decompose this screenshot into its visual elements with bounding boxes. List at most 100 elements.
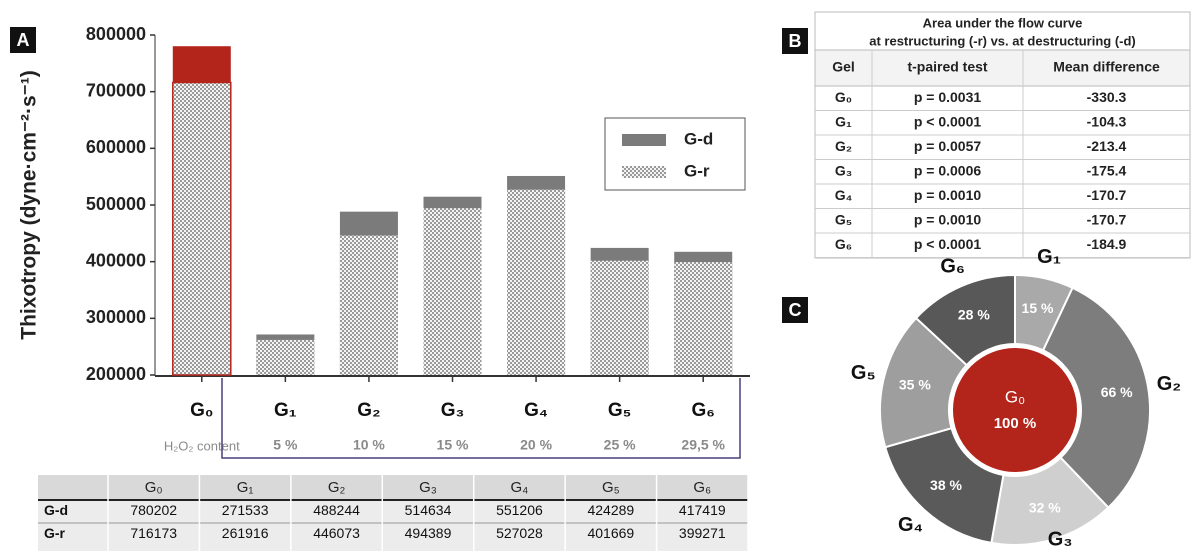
table-cell: p = 0.0057 (914, 138, 982, 154)
table-cell: p = 0.0031 (914, 89, 982, 105)
table-cell: G₄ (835, 187, 853, 203)
slice-label: G₄ (898, 514, 923, 536)
slice-label: G₂ (1157, 373, 1181, 395)
table-cell: -213.4 (1087, 138, 1127, 154)
legend-box (604, 117, 746, 191)
h2o2-content: 20 % (520, 437, 552, 453)
slice-label: G₅ (851, 362, 876, 384)
slice-label: G₃ (1048, 528, 1073, 550)
center-value-label: 100 % (994, 415, 1037, 432)
table-cell: 271533 (222, 502, 269, 518)
table-header: G₁ (237, 479, 254, 496)
table-title: at restructuring (-r) vs. at destructuri… (869, 33, 1136, 48)
h2o2-content: 5 % (273, 437, 298, 453)
y-tick-label: 400000 (86, 250, 146, 270)
legend-swatch (622, 166, 666, 178)
table-cell: 424289 (587, 502, 634, 518)
panel-label-box (782, 28, 808, 54)
x-tick-label: G₂ (357, 400, 380, 421)
y-tick-label: 200000 (86, 364, 146, 384)
table-cell: G₆ (835, 236, 852, 252)
table-cell: 417419 (679, 502, 726, 518)
table-cell: -170.7 (1087, 211, 1127, 227)
pie-center (949, 344, 1081, 476)
table-cell: 494389 (405, 525, 452, 541)
h2o2-label: H₂O₂ content (164, 438, 240, 453)
table-header: G₄ (511, 479, 529, 496)
x-tick-label: G₀ (190, 400, 213, 421)
table-header: t-paired test (907, 59, 987, 75)
table-row-head: G-r (44, 525, 66, 541)
table-cell: p = 0.0010 (914, 187, 982, 203)
table-cell: -330.3 (1087, 89, 1127, 105)
slice-value-label: 35 % (899, 377, 931, 393)
panel-label-box (10, 27, 36, 53)
table-header-bg (814, 49, 1191, 87)
table-cell: p = 0.0006 (914, 162, 982, 178)
table-title: Area under the flow curve (923, 15, 1083, 30)
h2o2-content: 15 % (437, 437, 469, 453)
y-tick-label: 600000 (86, 137, 146, 157)
bar (423, 208, 482, 375)
table-cell: G₀ (835, 89, 852, 105)
slice-value-label: 15 % (1022, 300, 1054, 316)
panel-label: B (789, 31, 802, 51)
bar (674, 262, 733, 375)
slice-value-label: 32 % (1029, 499, 1061, 515)
table-cell: 401669 (587, 525, 634, 541)
table-cell: p = 0.0010 (914, 211, 982, 227)
bar (590, 260, 649, 375)
panel-label: C (789, 300, 802, 320)
table-header: G₅ (602, 479, 620, 496)
y-tick-label: 500000 (86, 194, 146, 214)
table-cell: 261916 (222, 525, 269, 541)
table-header: G₃ (419, 479, 437, 496)
x-tick-label: G₅ (608, 400, 632, 421)
table-cell: 488244 (313, 502, 360, 518)
x-tick-label: G₃ (441, 400, 465, 421)
table-cell: 514634 (405, 502, 452, 518)
legend-swatch (622, 134, 666, 146)
panel-label: A (17, 30, 30, 50)
bar (256, 339, 315, 375)
table-cell: -104.3 (1087, 113, 1127, 129)
panel-label-box (782, 297, 808, 323)
table-cell: -175.4 (1087, 162, 1127, 178)
bracket (221, 378, 741, 459)
bar (339, 235, 398, 375)
x-tick-label: G₄ (524, 400, 548, 421)
table-row-head: G-d (44, 502, 68, 518)
legend-label: G-r (684, 161, 710, 180)
table-cell: -170.7 (1087, 187, 1127, 203)
table-cell: p < 0.0001 (914, 113, 982, 129)
table-cell: G₃ (835, 162, 852, 178)
table-header: G₆ (693, 479, 711, 496)
table-header: Mean difference (1053, 59, 1160, 75)
legend-label: G-d (684, 129, 713, 148)
table-cell: 527028 (496, 525, 543, 541)
y-tick-label: 300000 (86, 307, 146, 327)
table-header-bg (38, 475, 748, 500)
table-body-bg (38, 500, 748, 551)
y-tick-label: 800000 (86, 24, 146, 44)
h2o2-content: 10 % (353, 437, 385, 453)
table-cell: G₁ (835, 113, 852, 129)
slice-value-label: 66 % (1101, 384, 1133, 400)
table-cell: p < 0.0001 (914, 236, 982, 252)
y-axis-label: Thixotropy (dyne·cm⁻²·s⁻¹) (18, 70, 41, 340)
table-cell: G₂ (835, 138, 852, 154)
h2o2-content: 29,5 % (681, 437, 725, 453)
table-cell: 716173 (130, 525, 177, 541)
center-label: G₀ (1005, 387, 1025, 406)
h2o2-content: 25 % (604, 437, 636, 453)
table-header: Gel (832, 59, 855, 75)
y-tick-label: 700000 (86, 80, 146, 100)
bar (172, 81, 232, 376)
table-cell: 399271 (679, 525, 726, 541)
table-cell: G₅ (835, 211, 852, 227)
bar (507, 189, 566, 375)
table-header: G₂ (328, 479, 346, 496)
slice-label: G₆ (940, 255, 965, 277)
slice-value-label: 28 % (958, 306, 990, 322)
